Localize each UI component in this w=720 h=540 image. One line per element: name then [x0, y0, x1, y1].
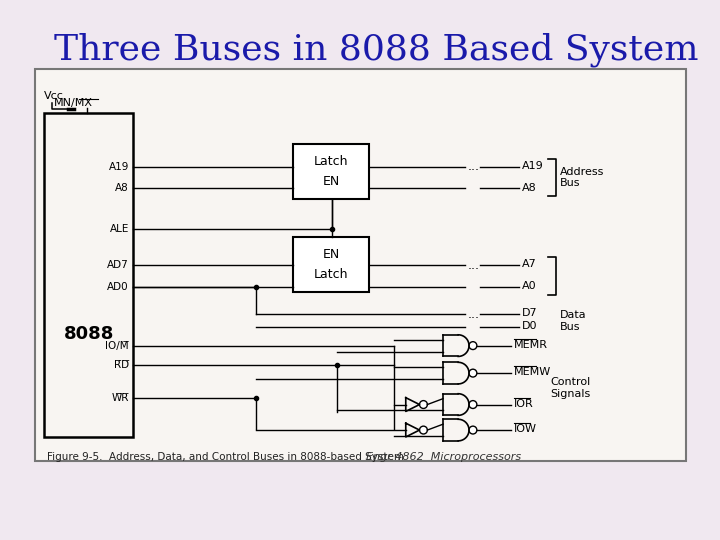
- Text: IOW: IOW: [514, 424, 537, 434]
- Text: Latch: Latch: [314, 267, 348, 280]
- Text: AD7: AD7: [107, 260, 129, 270]
- Text: MEMW: MEMW: [514, 367, 552, 377]
- Text: Three Buses in 8088 Based System: Three Buses in 8088 Based System: [54, 32, 698, 67]
- Text: Latch: Latch: [314, 156, 348, 168]
- Text: AD0: AD0: [107, 282, 129, 292]
- Text: ...: ...: [467, 259, 480, 272]
- Text: Address
Bus: Address Bus: [560, 167, 604, 188]
- Text: MEMR: MEMR: [514, 340, 548, 349]
- Text: A8: A8: [115, 184, 129, 193]
- Text: R̅D̅: R̅D̅: [114, 360, 129, 370]
- Text: Control
Signals: Control Signals: [551, 377, 590, 399]
- Text: A0: A0: [521, 281, 536, 291]
- Circle shape: [469, 426, 477, 434]
- Text: Data
Bus: Data Bus: [560, 310, 587, 332]
- Text: EN: EN: [323, 248, 340, 261]
- FancyBboxPatch shape: [45, 113, 132, 437]
- Text: A19: A19: [521, 161, 544, 171]
- Text: A8: A8: [521, 183, 536, 193]
- Text: 8088: 8088: [63, 325, 114, 343]
- Text: D0: D0: [521, 321, 537, 331]
- Circle shape: [420, 426, 428, 434]
- Text: ...: ...: [467, 160, 480, 173]
- Text: Engr 4862  Microprocessors: Engr 4862 Microprocessors: [366, 451, 521, 462]
- FancyBboxPatch shape: [35, 69, 685, 462]
- Text: EN: EN: [323, 175, 340, 188]
- Text: IO/M̅: IO/M̅: [105, 341, 129, 350]
- Text: Vcc: Vcc: [45, 91, 64, 101]
- Circle shape: [469, 342, 477, 349]
- FancyBboxPatch shape: [293, 144, 369, 199]
- Text: A19: A19: [109, 162, 129, 172]
- Text: IOR: IOR: [514, 399, 534, 409]
- Text: ...: ...: [467, 308, 480, 321]
- Text: ALE: ALE: [109, 224, 129, 234]
- Text: MN/MX: MN/MX: [54, 98, 93, 108]
- Circle shape: [469, 369, 477, 377]
- Circle shape: [420, 401, 428, 408]
- Text: D7: D7: [521, 308, 537, 318]
- Text: Figure 9-5.  Address, Data, and Control Buses in 8088-based System: Figure 9-5. Address, Data, and Control B…: [48, 451, 405, 462]
- FancyBboxPatch shape: [293, 237, 369, 292]
- Circle shape: [469, 401, 477, 408]
- Text: A7: A7: [521, 259, 536, 269]
- Text: W̅R̅: W̅R̅: [112, 393, 129, 403]
